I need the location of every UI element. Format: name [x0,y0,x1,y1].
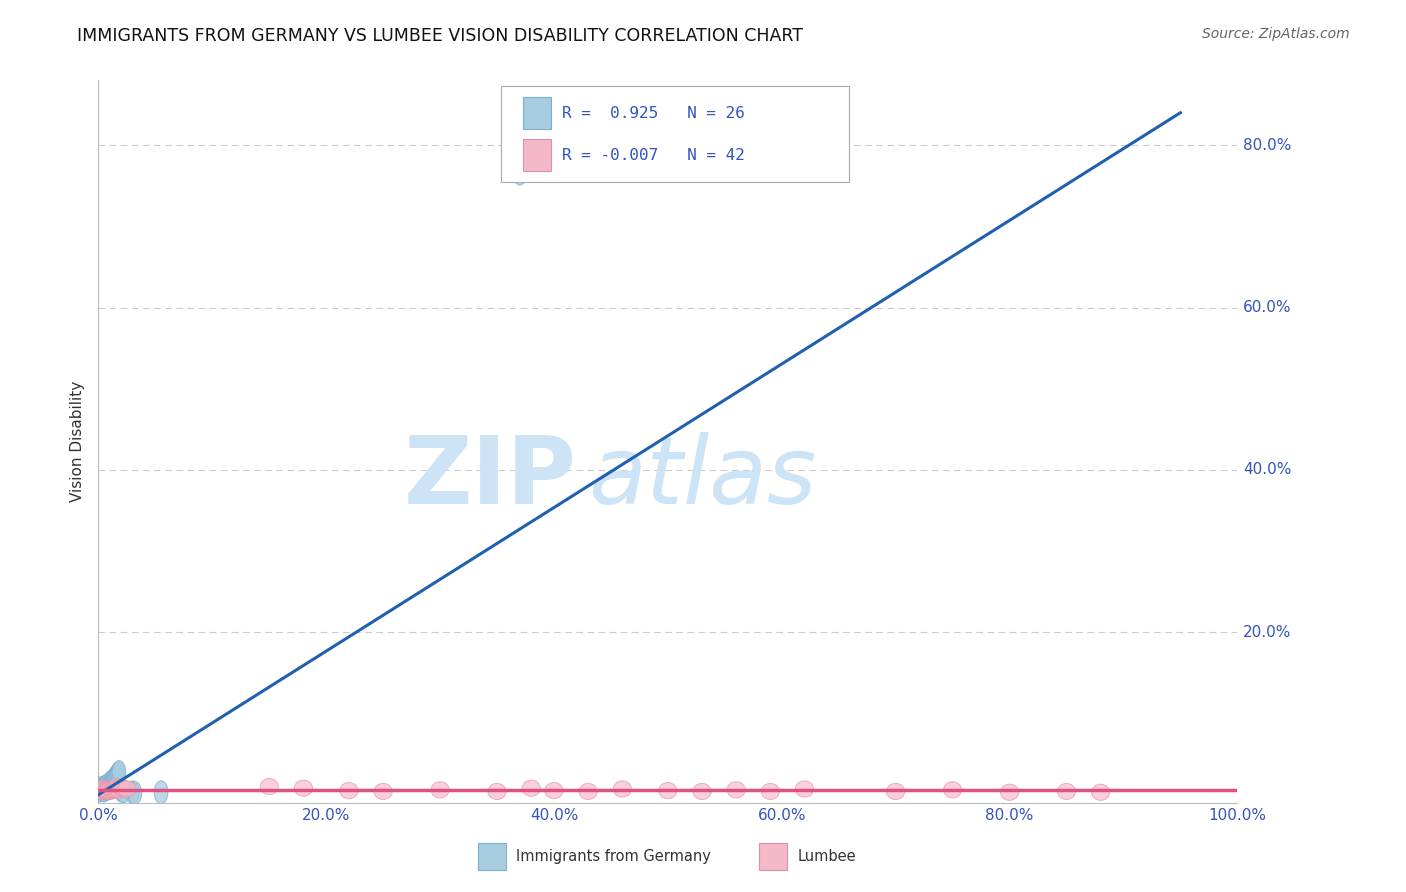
Text: 40.0%: 40.0% [1243,462,1291,477]
Ellipse shape [659,782,676,798]
Ellipse shape [96,779,108,801]
Y-axis label: Vision Disability: Vision Disability [70,381,86,502]
Ellipse shape [90,782,108,798]
Ellipse shape [887,783,904,799]
Ellipse shape [103,782,121,798]
Ellipse shape [107,779,125,795]
Ellipse shape [110,781,128,798]
Text: 80.0%: 80.0% [1243,137,1291,153]
Ellipse shape [111,762,125,785]
Ellipse shape [943,781,962,798]
Ellipse shape [513,162,527,185]
Ellipse shape [101,777,115,799]
Ellipse shape [107,769,120,791]
Text: Immigrants from Germany: Immigrants from Germany [516,849,711,863]
Ellipse shape [294,780,312,797]
Ellipse shape [94,777,107,799]
Ellipse shape [107,781,125,798]
Ellipse shape [100,777,114,799]
Ellipse shape [94,780,112,797]
Ellipse shape [118,780,136,797]
Ellipse shape [522,780,540,797]
Ellipse shape [114,780,132,797]
Ellipse shape [107,767,121,789]
Ellipse shape [579,783,598,799]
Ellipse shape [104,771,118,793]
Text: R = -0.007   N = 42: R = -0.007 N = 42 [562,148,745,162]
Ellipse shape [101,773,114,797]
Ellipse shape [613,780,631,797]
Ellipse shape [340,782,359,798]
Ellipse shape [125,780,139,804]
Ellipse shape [105,772,120,794]
Ellipse shape [100,781,118,798]
Ellipse shape [110,764,124,787]
Ellipse shape [96,778,110,800]
Ellipse shape [727,781,745,798]
Ellipse shape [112,780,131,796]
Ellipse shape [1091,784,1109,800]
Ellipse shape [96,780,114,797]
Ellipse shape [97,776,111,798]
Ellipse shape [108,780,127,797]
Text: 60.0%: 60.0% [1243,300,1292,315]
Ellipse shape [105,780,124,797]
Text: ZIP: ZIP [404,432,576,524]
Text: IMMIGRANTS FROM GERMANY VS LUMBEE VISION DISABILITY CORRELATION CHART: IMMIGRANTS FROM GERMANY VS LUMBEE VISION… [77,27,803,45]
Ellipse shape [97,783,115,799]
Ellipse shape [117,780,131,803]
Ellipse shape [101,780,120,797]
Ellipse shape [91,781,110,798]
Ellipse shape [96,782,114,798]
Ellipse shape [108,765,122,789]
Text: atlas: atlas [588,432,817,524]
Ellipse shape [104,781,122,798]
Ellipse shape [1001,784,1018,800]
Ellipse shape [114,780,128,802]
Ellipse shape [546,782,562,798]
Text: Lumbee: Lumbee [797,849,856,863]
Ellipse shape [112,761,125,783]
Ellipse shape [488,783,506,799]
Ellipse shape [693,783,711,799]
Ellipse shape [100,778,114,800]
Ellipse shape [103,772,117,795]
Ellipse shape [93,783,111,799]
Ellipse shape [97,781,115,798]
Ellipse shape [1057,783,1076,799]
Ellipse shape [98,775,112,798]
Ellipse shape [796,780,814,797]
Ellipse shape [128,781,142,805]
Ellipse shape [432,781,449,798]
Text: R =  0.925   N = 26: R = 0.925 N = 26 [562,106,745,120]
Ellipse shape [97,780,111,802]
Ellipse shape [93,780,107,802]
Ellipse shape [155,780,167,804]
Ellipse shape [761,783,779,799]
Ellipse shape [98,782,117,798]
Text: Source: ZipAtlas.com: Source: ZipAtlas.com [1202,27,1350,41]
Ellipse shape [101,783,120,799]
Ellipse shape [260,779,278,795]
Text: 20.0%: 20.0% [1243,624,1291,640]
Ellipse shape [374,783,392,799]
